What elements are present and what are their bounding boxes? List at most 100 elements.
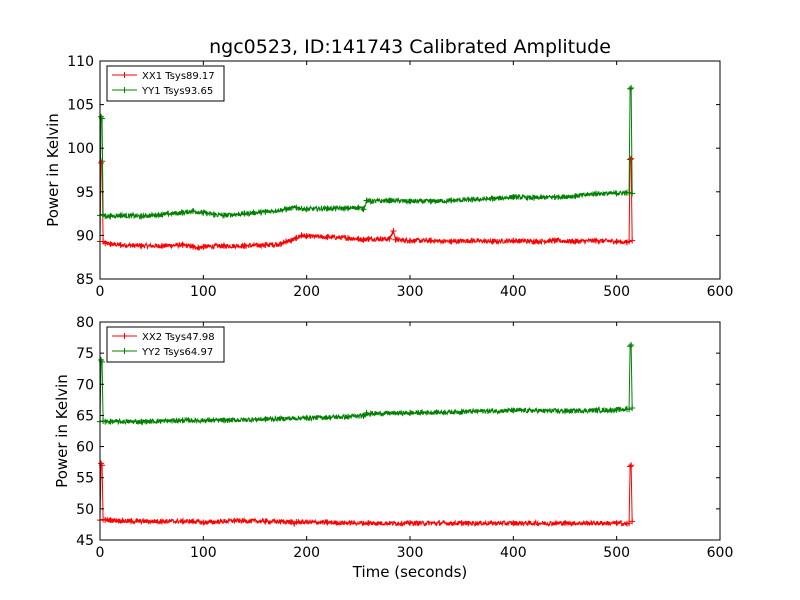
y-tick-label: 70 (76, 377, 94, 393)
y-axis-label: Power in Kelvin (44, 113, 62, 227)
data-point-marker (200, 209, 207, 216)
data-point-marker (448, 197, 455, 204)
y-axis-label: Power in Kelvin (53, 374, 71, 488)
data-point-marker (626, 189, 633, 196)
plot-frame (99, 321, 721, 541)
data-point-marker (363, 409, 370, 416)
legend: XX1 Tsys89.17 YY1 Tsys93.65 (106, 65, 225, 102)
y-tick-label: 50 (76, 502, 94, 518)
data-point-marker (107, 418, 114, 425)
data-point-marker (283, 238, 289, 245)
data-point-marker (303, 206, 310, 213)
legend-marker (121, 348, 128, 354)
data-point-marker (200, 243, 207, 250)
data-point-marker (613, 520, 620, 527)
x-axis-label: Time (seconds) (352, 563, 468, 581)
data-point-marker (355, 204, 362, 211)
axes-layer: 0 100 200 300 400 500 600 45 50 55 60 65 70 75 80 (76, 315, 733, 561)
data-point-marker (117, 241, 124, 248)
data-point-marker (221, 212, 227, 219)
data-point-marker (159, 242, 165, 249)
data-point-marker (159, 211, 165, 218)
y-tick-label: 95 (76, 185, 94, 201)
y-tick-label: 110 (67, 54, 94, 70)
data-point-marker (355, 235, 362, 242)
data-point-marker (102, 418, 109, 425)
series-yy1 (97, 85, 636, 221)
data-point-marker (531, 238, 537, 245)
y-tick-label: 90 (76, 228, 94, 244)
data-point-marker (510, 520, 517, 527)
data-point-marker (367, 410, 374, 417)
data-point-marker (241, 242, 248, 249)
data-point-marker (510, 407, 517, 414)
data-point-marker (365, 235, 372, 242)
data-point-marker (345, 205, 351, 212)
series-layer (97, 85, 636, 251)
y-tick-label: 105 (67, 98, 94, 114)
data-point-marker (262, 518, 269, 525)
series-xx1 (97, 155, 636, 251)
data-point-marker (407, 237, 413, 244)
x-tick-label: 100 (190, 284, 217, 300)
y-tick-label: 60 (76, 440, 94, 456)
y-tick-label: 85 (76, 272, 94, 288)
legend: XX2 Tsys47.98 YY2 Tsys64.97 (106, 326, 225, 363)
data-point-marker (324, 519, 331, 526)
data-point-marker (427, 198, 434, 205)
data-point-marker (489, 195, 496, 202)
x-tick-label: 400 (500, 545, 527, 561)
data-point-marker (360, 236, 367, 243)
axes-layer: 0 100 200 300 400 500 600 85 90 95 100 105 110 (67, 54, 733, 300)
data-point-marker (262, 241, 269, 248)
data-point-marker (627, 463, 634, 470)
data-point-marker (363, 197, 370, 204)
legend-label: XX1 Tsys89.17 (142, 71, 215, 82)
data-point-marker (360, 206, 367, 213)
data-point-marker (360, 413, 367, 420)
data-point-marker (510, 194, 517, 201)
data-point-marker (128, 518, 134, 525)
data-point-marker (221, 242, 227, 249)
x-tick-label: 100 (190, 545, 217, 561)
data-point-marker (626, 520, 633, 527)
data-point-marker (627, 85, 634, 92)
series-line (99, 86, 633, 221)
data-point-marker (277, 241, 284, 248)
data-point-marker (345, 235, 351, 242)
series-layer (97, 342, 636, 528)
data-point-marker (102, 240, 109, 247)
top-plot-panel: 0 100 200 300 400 500 600 85 90 95 100 105 110 Power… (44, 54, 733, 300)
data-point-marker (159, 518, 165, 525)
data-point-marker (195, 244, 202, 251)
y-tick-label: 55 (76, 471, 94, 487)
data-point-marker (221, 417, 227, 424)
data-point-marker (613, 406, 620, 413)
data-point-marker (117, 212, 124, 219)
data-point-marker (593, 190, 599, 197)
data-point-marker (107, 241, 114, 248)
data-point-marker (613, 190, 620, 197)
data-point-marker (629, 404, 636, 411)
x-tick-label: 0 (96, 545, 105, 561)
legend-label: YY1 Tsys93.65 (141, 86, 213, 97)
x-tick-label: 600 (707, 284, 734, 300)
data-point-marker (489, 238, 496, 245)
data-point-marker (551, 194, 558, 201)
data-point-marker (179, 417, 186, 424)
data-point-marker (293, 235, 300, 242)
data-point-marker (572, 193, 579, 200)
data-point-marker (345, 413, 351, 420)
data-point-marker (200, 519, 207, 526)
data-point-marker (629, 237, 636, 244)
data-point-marker (562, 408, 568, 415)
data-point-marker (626, 238, 633, 245)
data-point-marker (179, 209, 186, 216)
data-point-marker (510, 237, 517, 244)
x-tick-label: 500 (603, 545, 630, 561)
data-point-marker (293, 518, 300, 525)
data-point-marker (365, 520, 372, 527)
data-point-marker (407, 409, 413, 416)
data-point-marker (324, 234, 331, 241)
y-tick-label: 75 (76, 346, 94, 362)
